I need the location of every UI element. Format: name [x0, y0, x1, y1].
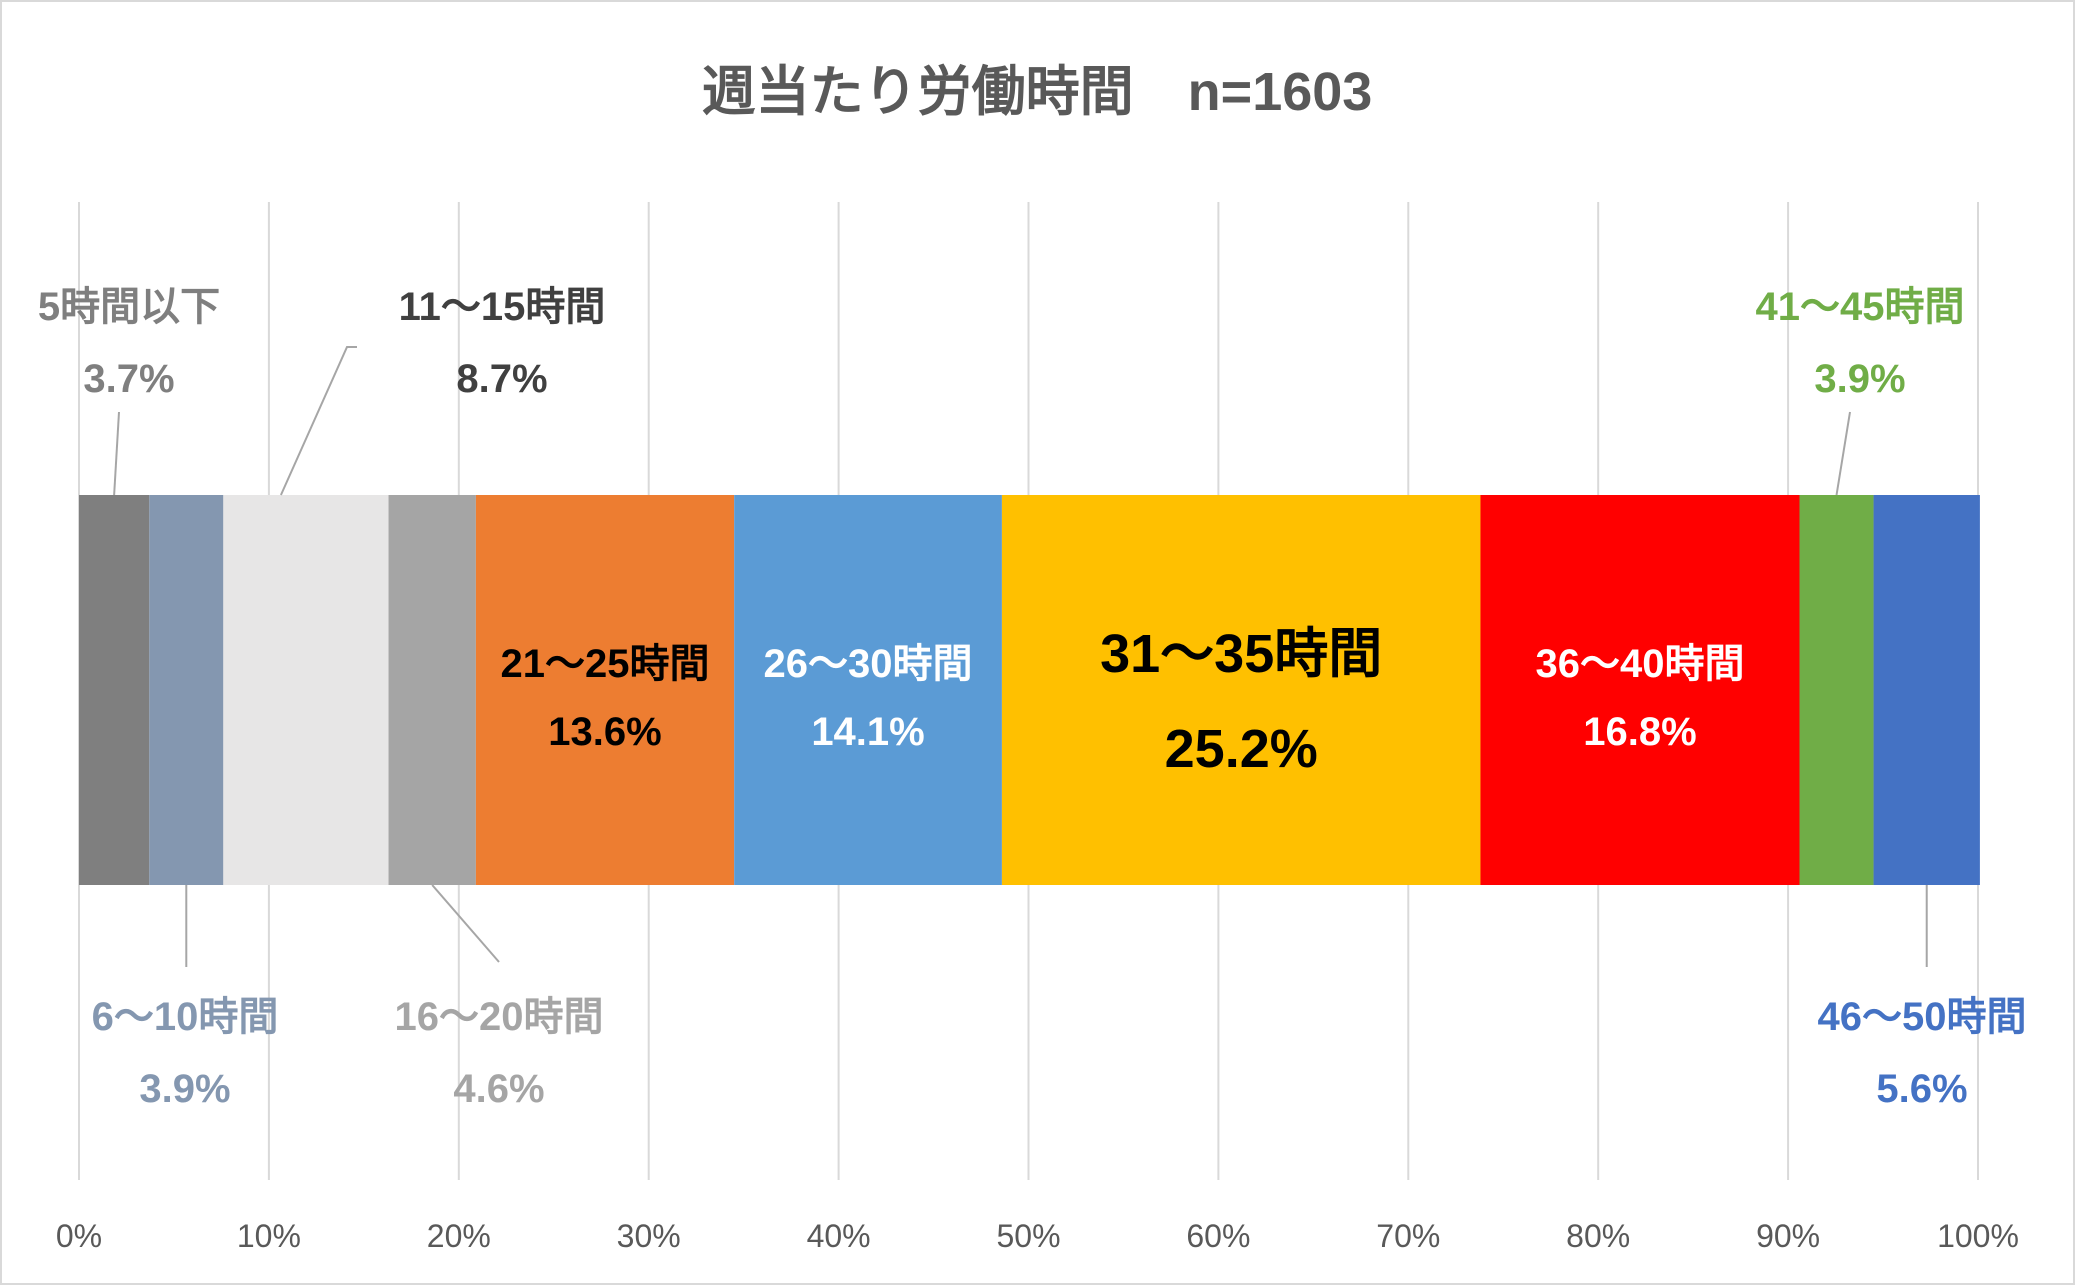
- bar-segment: [149, 495, 224, 885]
- segment-name-label: 26～30時間: [764, 642, 973, 686]
- x-tick-label: 30%: [617, 1218, 681, 1254]
- x-tick-label: 90%: [1756, 1218, 1820, 1254]
- segment-name-label: 21～25時間: [501, 642, 710, 686]
- x-tick-label: 50%: [996, 1218, 1060, 1254]
- bar-segment: [223, 495, 389, 885]
- x-tick-label: 60%: [1186, 1218, 1250, 1254]
- x-tick-label: 70%: [1376, 1218, 1440, 1254]
- segment-value-label: 3.9%: [1814, 357, 1905, 401]
- segment-name-label: 46～50時間: [1818, 995, 2027, 1039]
- x-tick-label: 10%: [237, 1218, 301, 1254]
- x-tick-label: 20%: [427, 1218, 491, 1254]
- leader-line: [431, 884, 500, 963]
- bar-segment: [475, 495, 735, 885]
- segment-value-label: 3.7%: [83, 357, 174, 401]
- segment-name-label: 5時間以下: [38, 285, 220, 329]
- bar-segment: [1480, 495, 1800, 885]
- bar-segment: [388, 495, 476, 885]
- segment-value-label: 3.9%: [139, 1067, 230, 1111]
- bar-segment: [79, 495, 150, 885]
- bar-segment: [1799, 495, 1874, 885]
- x-tick-label: 100%: [1937, 1218, 2019, 1254]
- segment-value-label: 16.8%: [1583, 710, 1696, 754]
- stacked-bar: [79, 495, 1980, 885]
- segment-value-label: 8.7%: [456, 357, 547, 401]
- segment-name-label: 36～40時間: [1535, 642, 1744, 686]
- bar-segment: [734, 495, 1002, 885]
- bar-segment: [1873, 495, 1980, 885]
- x-axis-ticks: 0% 10% 20% 30% 40% 50% 60% 70% 80% 90% 100%: [56, 1218, 2019, 1254]
- segment-value-label: 13.6%: [548, 710, 661, 754]
- leader-line: [1835, 411, 1851, 496]
- segment-value-label: 5.6%: [1876, 1067, 1967, 1111]
- chart-title: 週当たり労働時間 n=1603: [702, 62, 1373, 122]
- segment-value-label: 14.1%: [811, 710, 924, 754]
- segment-name-label: 31～35時間: [1100, 624, 1382, 684]
- segment-name-label: 11～15時間: [399, 285, 606, 329]
- x-tick-label: 80%: [1566, 1218, 1630, 1254]
- x-tick-label: 40%: [807, 1218, 871, 1254]
- leader-lines: [113, 346, 1928, 967]
- segment-name-label: 6～10時間: [92, 995, 279, 1039]
- leader-line: [113, 411, 120, 496]
- segment-value-label: 4.6%: [453, 1067, 544, 1111]
- x-tick-label: 0%: [56, 1218, 102, 1254]
- segment-name-label: 41～45時間: [1756, 285, 1965, 329]
- leader-line: [280, 346, 357, 496]
- data-labels: 5時間以下 3.7% 6～10時間 3.9% 11～15時間 8.7% 16～20時間 4.6…: [38, 285, 2027, 1111]
- segment-name-label: 16～20時間: [395, 995, 604, 1039]
- segment-value-label: 25.2%: [1165, 719, 1318, 779]
- bar-segment: [1001, 495, 1481, 885]
